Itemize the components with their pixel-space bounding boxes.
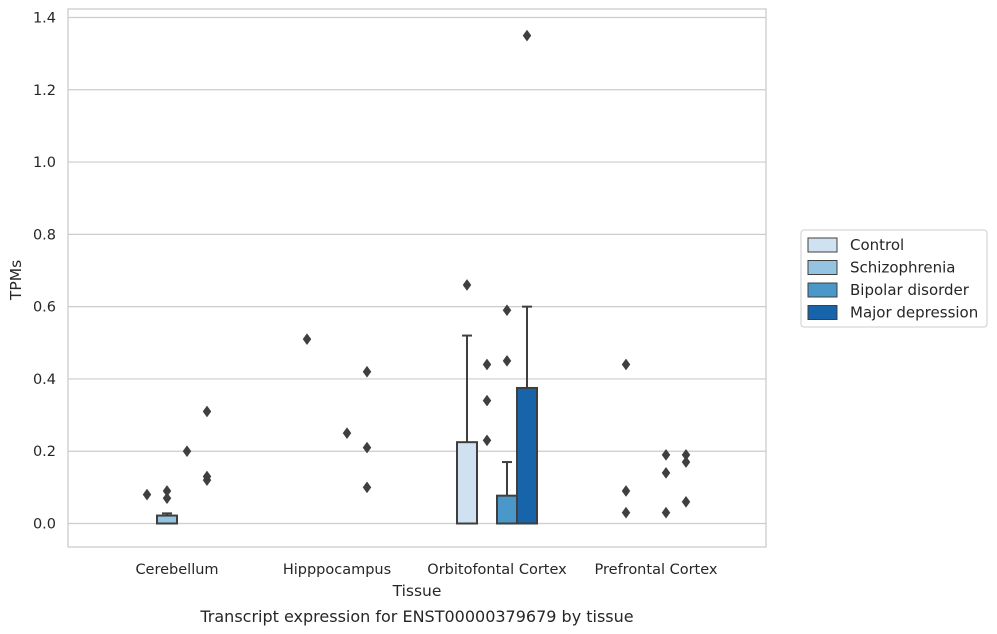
legend-swatch bbox=[807, 305, 838, 320]
x-tick-label: Hipppocampus bbox=[283, 562, 391, 578]
x-tick-label: Orbitofontal Cortex bbox=[427, 562, 567, 578]
outlier-point bbox=[142, 488, 152, 501]
outlier-point bbox=[502, 304, 512, 317]
outlier-point bbox=[661, 506, 671, 519]
bar bbox=[156, 514, 178, 525]
legend-label: Control bbox=[850, 236, 904, 254]
legend-items: Control Schizophrenia Bipolar disorder Majo… bbox=[807, 236, 978, 322]
outlier-point bbox=[462, 279, 472, 291]
x-tick-label: Prefrontal Cortex bbox=[595, 562, 718, 578]
legend-swatch bbox=[807, 237, 838, 253]
chart-caption: Transcript expression for ENST0000037967… bbox=[199, 607, 633, 626]
y-tick-label: 0.0 bbox=[33, 517, 56, 533]
legend-label: Schizophrenia bbox=[850, 259, 955, 277]
y-tick-labels: 0.0 0.2 0.4 0.6 0.8 1.0 1.2 1.4 bbox=[33, 11, 56, 533]
x-tick-labels: Cerebellum Hipppocampus Orbitofontal Corte… bbox=[135, 562, 717, 578]
y-tick-label: 1.4 bbox=[33, 11, 56, 27]
y-tick-label: 0.8 bbox=[33, 227, 56, 243]
outlier-point bbox=[202, 474, 212, 487]
y-tick-label: 0.6 bbox=[33, 300, 56, 316]
legend-label: Major depression bbox=[850, 304, 978, 322]
error-bars bbox=[162, 305, 532, 516]
outlier-point bbox=[342, 427, 352, 440]
grid-lines bbox=[68, 16, 766, 525]
outlier-point bbox=[162, 492, 172, 505]
outlier-point bbox=[482, 394, 492, 407]
y-tick-label: 0.4 bbox=[33, 372, 56, 388]
bar bbox=[516, 386, 538, 525]
legend-label: Bipolar disorder bbox=[850, 281, 970, 299]
outlier-point bbox=[362, 365, 372, 378]
x-axis-label: Tissue bbox=[392, 582, 442, 600]
outlier-point bbox=[522, 29, 532, 42]
outlier-point bbox=[661, 448, 671, 461]
outlier-point bbox=[681, 495, 691, 508]
plot-frame bbox=[67, 8, 767, 548]
outlier-point bbox=[482, 358, 492, 371]
x-tick-label: Cerebellum bbox=[135, 562, 218, 578]
outlier-point bbox=[202, 405, 212, 418]
outlier-point bbox=[182, 445, 192, 458]
outlier-point bbox=[362, 481, 372, 494]
outlier-point bbox=[302, 333, 312, 346]
bar bbox=[496, 494, 518, 525]
y-tick-label: 0.2 bbox=[33, 444, 56, 460]
outlier-point bbox=[482, 434, 492, 447]
y-tick-label: 1.0 bbox=[33, 155, 56, 171]
legend: Control Schizophrenia Bipolar disorder Majo… bbox=[800, 229, 988, 328]
outlier-point bbox=[681, 456, 691, 468]
bars bbox=[156, 386, 538, 525]
outlier-point bbox=[362, 441, 372, 454]
outlier-point bbox=[502, 354, 512, 367]
outlier-point bbox=[621, 506, 631, 519]
y-tick-label: 1.2 bbox=[33, 83, 56, 99]
y-axis-label: TPMs bbox=[7, 260, 25, 301]
outlier-point bbox=[621, 485, 631, 497]
outlier-markers bbox=[142, 29, 691, 519]
outlier-point bbox=[661, 466, 671, 479]
bar bbox=[456, 441, 478, 525]
legend-swatch bbox=[807, 282, 838, 298]
legend-frame bbox=[800, 229, 988, 328]
legend-swatch bbox=[807, 260, 838, 275]
outlier-point bbox=[621, 358, 631, 371]
